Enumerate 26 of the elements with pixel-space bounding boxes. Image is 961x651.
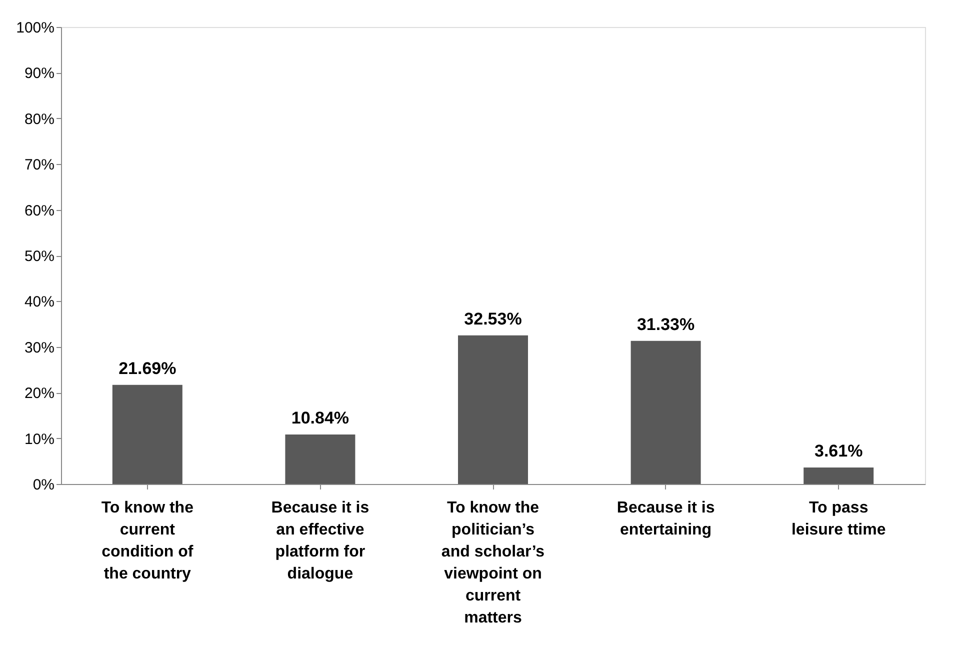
data-label: 21.69% [118, 358, 176, 378]
bar [804, 468, 874, 484]
data-label: 3.61% [814, 442, 863, 460]
x-tick-label: Because it is entertaining [616, 500, 715, 538]
x-tick-label: To pass leisure ttime [791, 500, 886, 538]
data-label: 32.53% [464, 309, 522, 328]
y-tick-label: 90% [24, 65, 54, 82]
y-tick-label: 10% [24, 430, 54, 448]
y-tick-label: 60% [24, 202, 54, 220]
y-tick-label: 50% [24, 248, 54, 265]
bar [285, 434, 356, 484]
bar [458, 335, 528, 484]
x-tick-label: To know the current condition of the country [101, 500, 194, 582]
x-tick-label: Because it is an effective platform for dialogue [271, 500, 370, 582]
data-label: 31.33% [636, 314, 695, 334]
y-tick-label: 100% [16, 20, 54, 36]
x-tick-label: To know the politician’s and scholar’s viewpoint on current matters [441, 500, 545, 626]
y-tick-label: 40% [24, 294, 54, 311]
data-label: 10.84% [291, 408, 350, 428]
y-tick-label: 80% [24, 110, 54, 128]
y-tick-label: 30% [24, 339, 54, 356]
y-tick-label: 20% [24, 385, 54, 402]
y-tick-label: 70% [24, 156, 54, 174]
bar [112, 384, 182, 484]
y-tick-label: 0% [32, 476, 54, 494]
bar [630, 340, 701, 484]
